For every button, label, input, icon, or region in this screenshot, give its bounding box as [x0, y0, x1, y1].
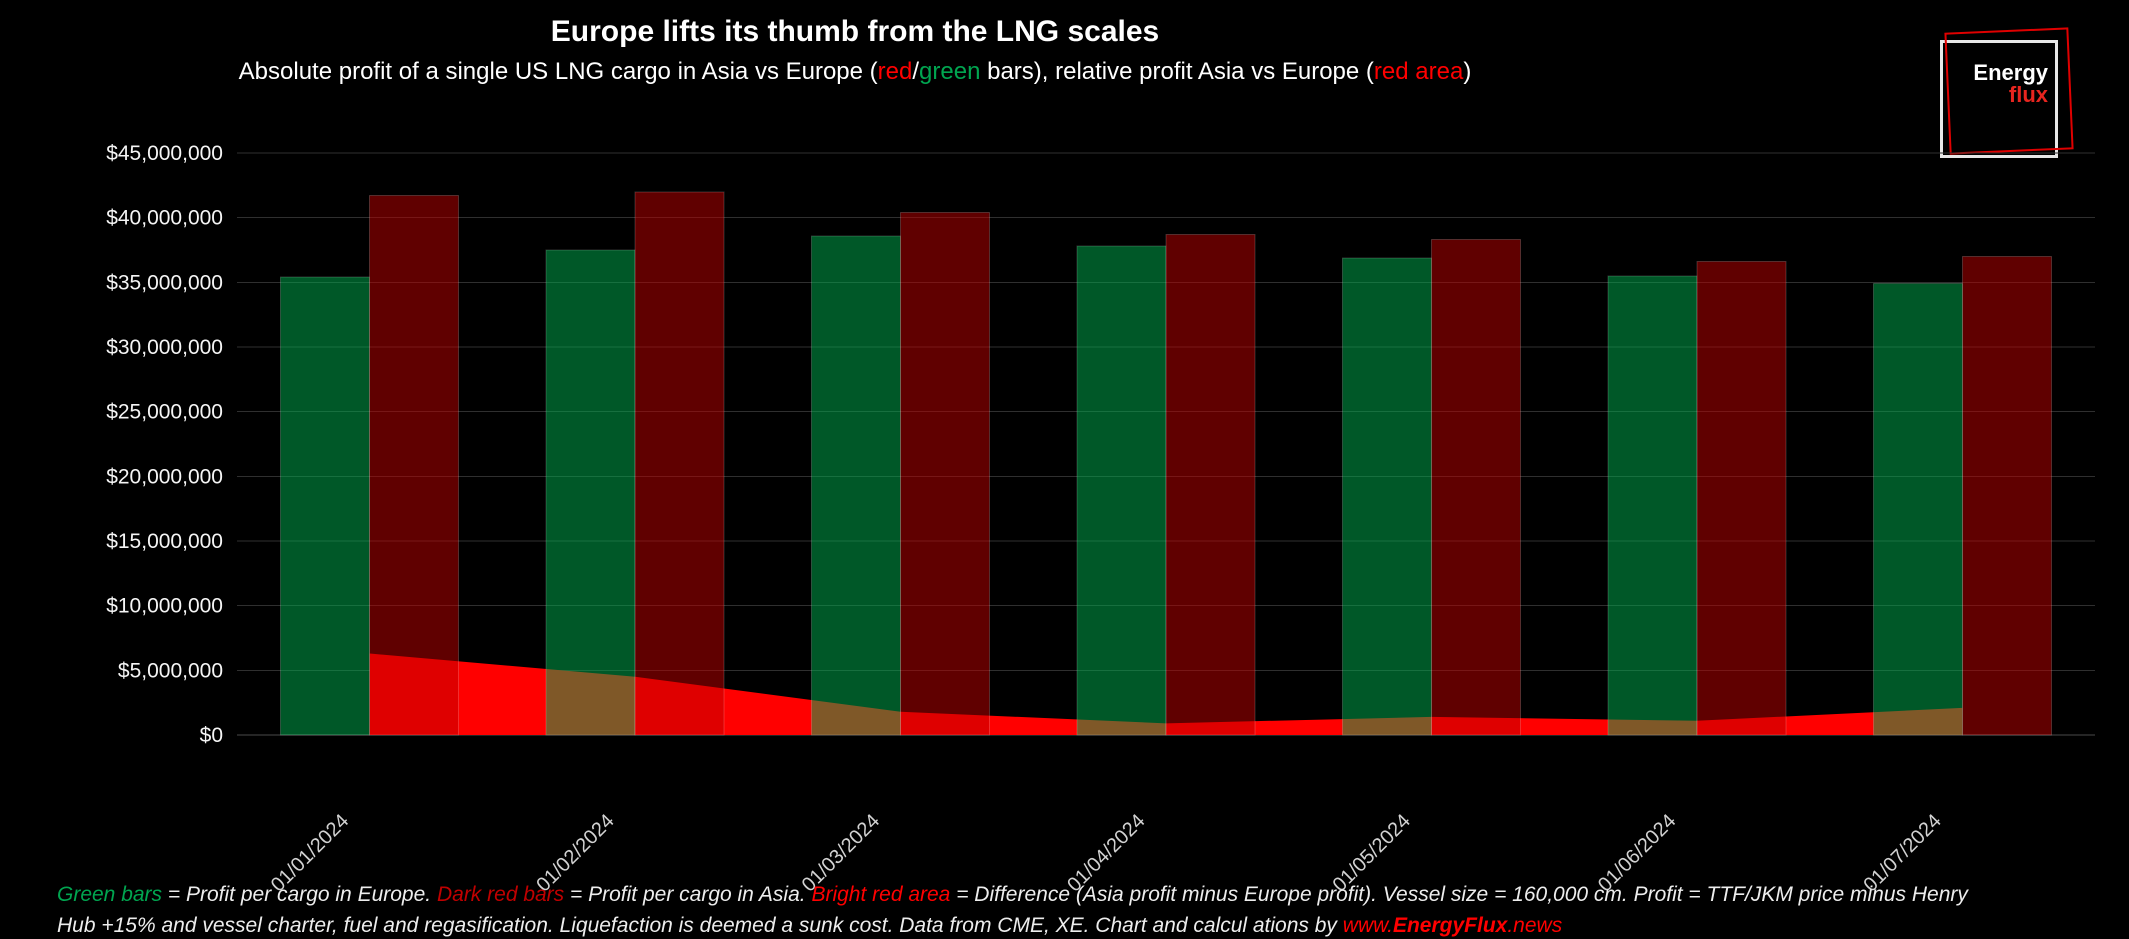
chart-subtitle: Absolute profit of a single US LNG cargo… [0, 57, 1710, 87]
subtitle-text-2: bars), relative profit Asia vs Europe ( [980, 58, 1374, 85]
subtitle-green-word: green [919, 58, 981, 85]
url-name: EnergyFlux [1392, 914, 1508, 937]
bar-asia-1[interactable] [634, 191, 725, 736]
subtitle-red-area-word: red area [1373, 58, 1464, 85]
subtitle-slash: / [912, 58, 920, 85]
footnote-red-label: Bright red area [811, 883, 951, 906]
logo-wordmark: Energy flux [1973, 60, 2048, 108]
y-tick-label: $35,000,000 [106, 271, 223, 294]
bar-asia-5[interactable] [1696, 261, 1787, 736]
bar-asia-3[interactable] [1165, 233, 1256, 736]
y-tick-label: $20,000,000 [106, 465, 223, 488]
subtitle-red-word: red [877, 58, 913, 85]
bar-europe-5[interactable] [1607, 275, 1698, 736]
y-tick-label: $45,000,000 [106, 142, 223, 165]
subtitle-text-1: Absolute profit of a single US LNG cargo… [238, 58, 878, 85]
footnote-darkred-label: Dark red bars [436, 883, 565, 906]
bar-europe-1[interactable] [545, 249, 636, 736]
y-tick-label: $40,000,000 [106, 207, 223, 230]
footnote-text-1: = Profit per cargo in Europe. [162, 883, 437, 906]
footnote-green-label: Green bars [57, 883, 163, 906]
footnote-line-2: Hub +15% and vessel charter, fuel and re… [57, 910, 1968, 939]
footnote-text-3: = Difference (Asia profit minus Europe p… [950, 883, 1968, 906]
logo-flux-text: flux [2008, 82, 2048, 108]
bar-europe-2[interactable] [811, 235, 902, 736]
bar-europe-3[interactable] [1076, 245, 1167, 736]
bar-asia-6[interactable] [1961, 255, 2052, 736]
bar-europe-4[interactable] [1341, 257, 1432, 736]
url-www: www. [1342, 914, 1393, 937]
chart-header: Europe lifts its thumb from the LNG scal… [0, 14, 1710, 87]
y-tick-label: $0 [200, 724, 223, 747]
url-tld: .news [1507, 914, 1563, 937]
area-difference[interactable] [369, 653, 1963, 735]
y-tick-label: $25,000,000 [106, 401, 223, 424]
subtitle-text-3: ) [1463, 58, 1472, 85]
bar-asia-4[interactable] [1430, 239, 1521, 736]
chart-title: Europe lifts its thumb from the LNG scal… [550, 15, 1160, 48]
energyflux-url: www.EnergyFlux.news [1343, 914, 1562, 937]
bar-europe-0[interactable] [280, 276, 371, 736]
energyflux-logo: Energy flux [1940, 27, 2074, 158]
y-tick-label: $10,000,000 [106, 595, 223, 618]
footnote: Green bars = Profit per cargo in Europe.… [57, 879, 1968, 939]
logo-energy-text: Energy [1973, 60, 2048, 85]
y-tick-label: $15,000,000 [106, 530, 223, 553]
bar-europe-6[interactable] [1872, 283, 1963, 736]
footnote-text-2: = Profit per cargo in Asia. [564, 883, 812, 906]
bar-asia-0[interactable] [369, 195, 460, 736]
footnote-line-1: Green bars = Profit per cargo in Europe.… [57, 879, 1968, 910]
footnote-text-4: Hub +15% and vessel charter, fuel and re… [57, 914, 1343, 937]
bar-asia-2[interactable] [900, 211, 991, 736]
y-tick-label: $5,000,000 [118, 659, 223, 682]
y-tick-label: $30,000,000 [106, 336, 223, 359]
